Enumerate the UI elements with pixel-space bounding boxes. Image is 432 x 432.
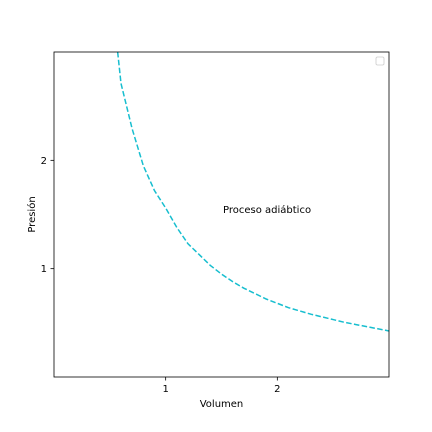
x-tick-label: 2 [274, 384, 280, 395]
annotation-label: Proceso adiábtico [223, 204, 311, 216]
plot-area [54, 52, 389, 377]
x-axis-label: Volumen [200, 399, 244, 410]
y-axis-label: Presión [26, 196, 38, 232]
series-layer [116, 51, 390, 332]
y-tick-label: 2 [41, 156, 47, 167]
legend-box [375, 56, 385, 66]
ticks-layer: 1 2 1 2 [41, 156, 281, 395]
series-line-0 [116, 51, 390, 332]
y-tick-label: 1 [41, 264, 47, 275]
plot-frame [53, 51, 390, 378]
x-tick-label: 1 [162, 384, 168, 395]
